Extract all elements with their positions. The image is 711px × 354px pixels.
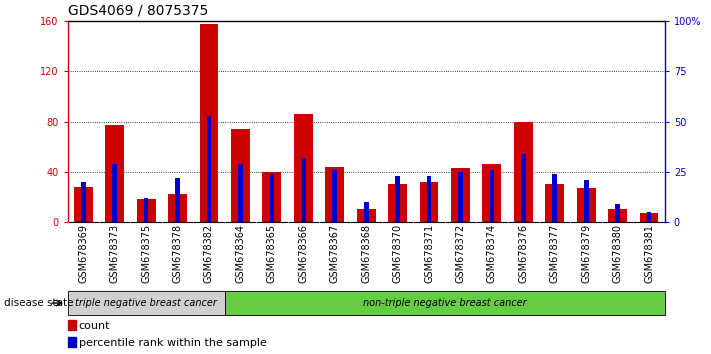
Text: GSM678374: GSM678374 — [487, 224, 497, 283]
Bar — [332, 170, 337, 222]
Bar — [269, 174, 274, 222]
Bar — [427, 176, 432, 222]
Bar — [68, 291, 225, 315]
Bar — [74, 187, 92, 222]
Bar — [483, 164, 501, 222]
Bar — [545, 184, 565, 222]
Bar — [81, 182, 85, 222]
Text: GSM678368: GSM678368 — [361, 224, 371, 283]
Text: GSM678378: GSM678378 — [173, 224, 183, 283]
Bar — [175, 178, 180, 222]
Text: GSM678364: GSM678364 — [235, 224, 245, 283]
Bar — [608, 210, 627, 222]
Bar — [364, 202, 368, 222]
Bar — [200, 24, 218, 222]
Text: GDS4069 / 8075375: GDS4069 / 8075375 — [68, 4, 208, 18]
Bar — [301, 158, 306, 222]
Bar — [144, 198, 149, 222]
Bar — [451, 168, 470, 222]
Bar — [238, 164, 242, 222]
Bar — [647, 212, 651, 222]
Bar — [577, 188, 596, 222]
Text: GSM678366: GSM678366 — [299, 224, 309, 283]
Text: GSM678370: GSM678370 — [392, 224, 402, 283]
Text: disease state: disease state — [4, 298, 73, 308]
Text: GSM678377: GSM678377 — [550, 224, 560, 283]
Bar — [584, 180, 589, 222]
Text: GSM678380: GSM678380 — [613, 224, 623, 283]
Text: GSM678365: GSM678365 — [267, 224, 277, 283]
Text: GSM678369: GSM678369 — [78, 224, 88, 283]
Text: GSM678372: GSM678372 — [456, 224, 466, 283]
Bar — [615, 204, 620, 222]
Text: GSM678367: GSM678367 — [330, 224, 340, 283]
Text: triple negative breast cancer: triple negative breast cancer — [75, 298, 217, 308]
Bar — [490, 170, 494, 222]
Bar — [357, 210, 375, 222]
Bar — [68, 320, 75, 330]
Text: non-triple negative breast cancer: non-triple negative breast cancer — [363, 298, 527, 308]
Bar — [419, 182, 439, 222]
Bar — [326, 167, 344, 222]
Bar — [225, 291, 665, 315]
Text: GSM678379: GSM678379 — [581, 224, 592, 283]
Bar — [262, 172, 282, 222]
Text: GSM678376: GSM678376 — [518, 224, 528, 283]
Bar — [521, 154, 525, 222]
Text: GSM678375: GSM678375 — [141, 224, 151, 283]
Bar — [137, 199, 156, 222]
Bar — [207, 115, 211, 222]
Bar — [458, 172, 463, 222]
Bar — [168, 194, 187, 222]
Bar — [231, 129, 250, 222]
Text: GSM678381: GSM678381 — [644, 224, 654, 283]
Bar — [640, 213, 658, 222]
Text: count: count — [79, 321, 110, 331]
Bar — [514, 122, 533, 222]
Bar — [112, 164, 117, 222]
Bar — [395, 176, 400, 222]
Bar — [552, 174, 557, 222]
Text: GSM678371: GSM678371 — [424, 224, 434, 283]
Bar — [294, 114, 313, 222]
Text: GSM678373: GSM678373 — [109, 224, 119, 283]
Text: percentile rank within the sample: percentile rank within the sample — [79, 338, 267, 348]
Bar — [105, 125, 124, 222]
Text: GSM678382: GSM678382 — [204, 224, 214, 283]
Bar — [68, 337, 75, 347]
Bar — [388, 184, 407, 222]
